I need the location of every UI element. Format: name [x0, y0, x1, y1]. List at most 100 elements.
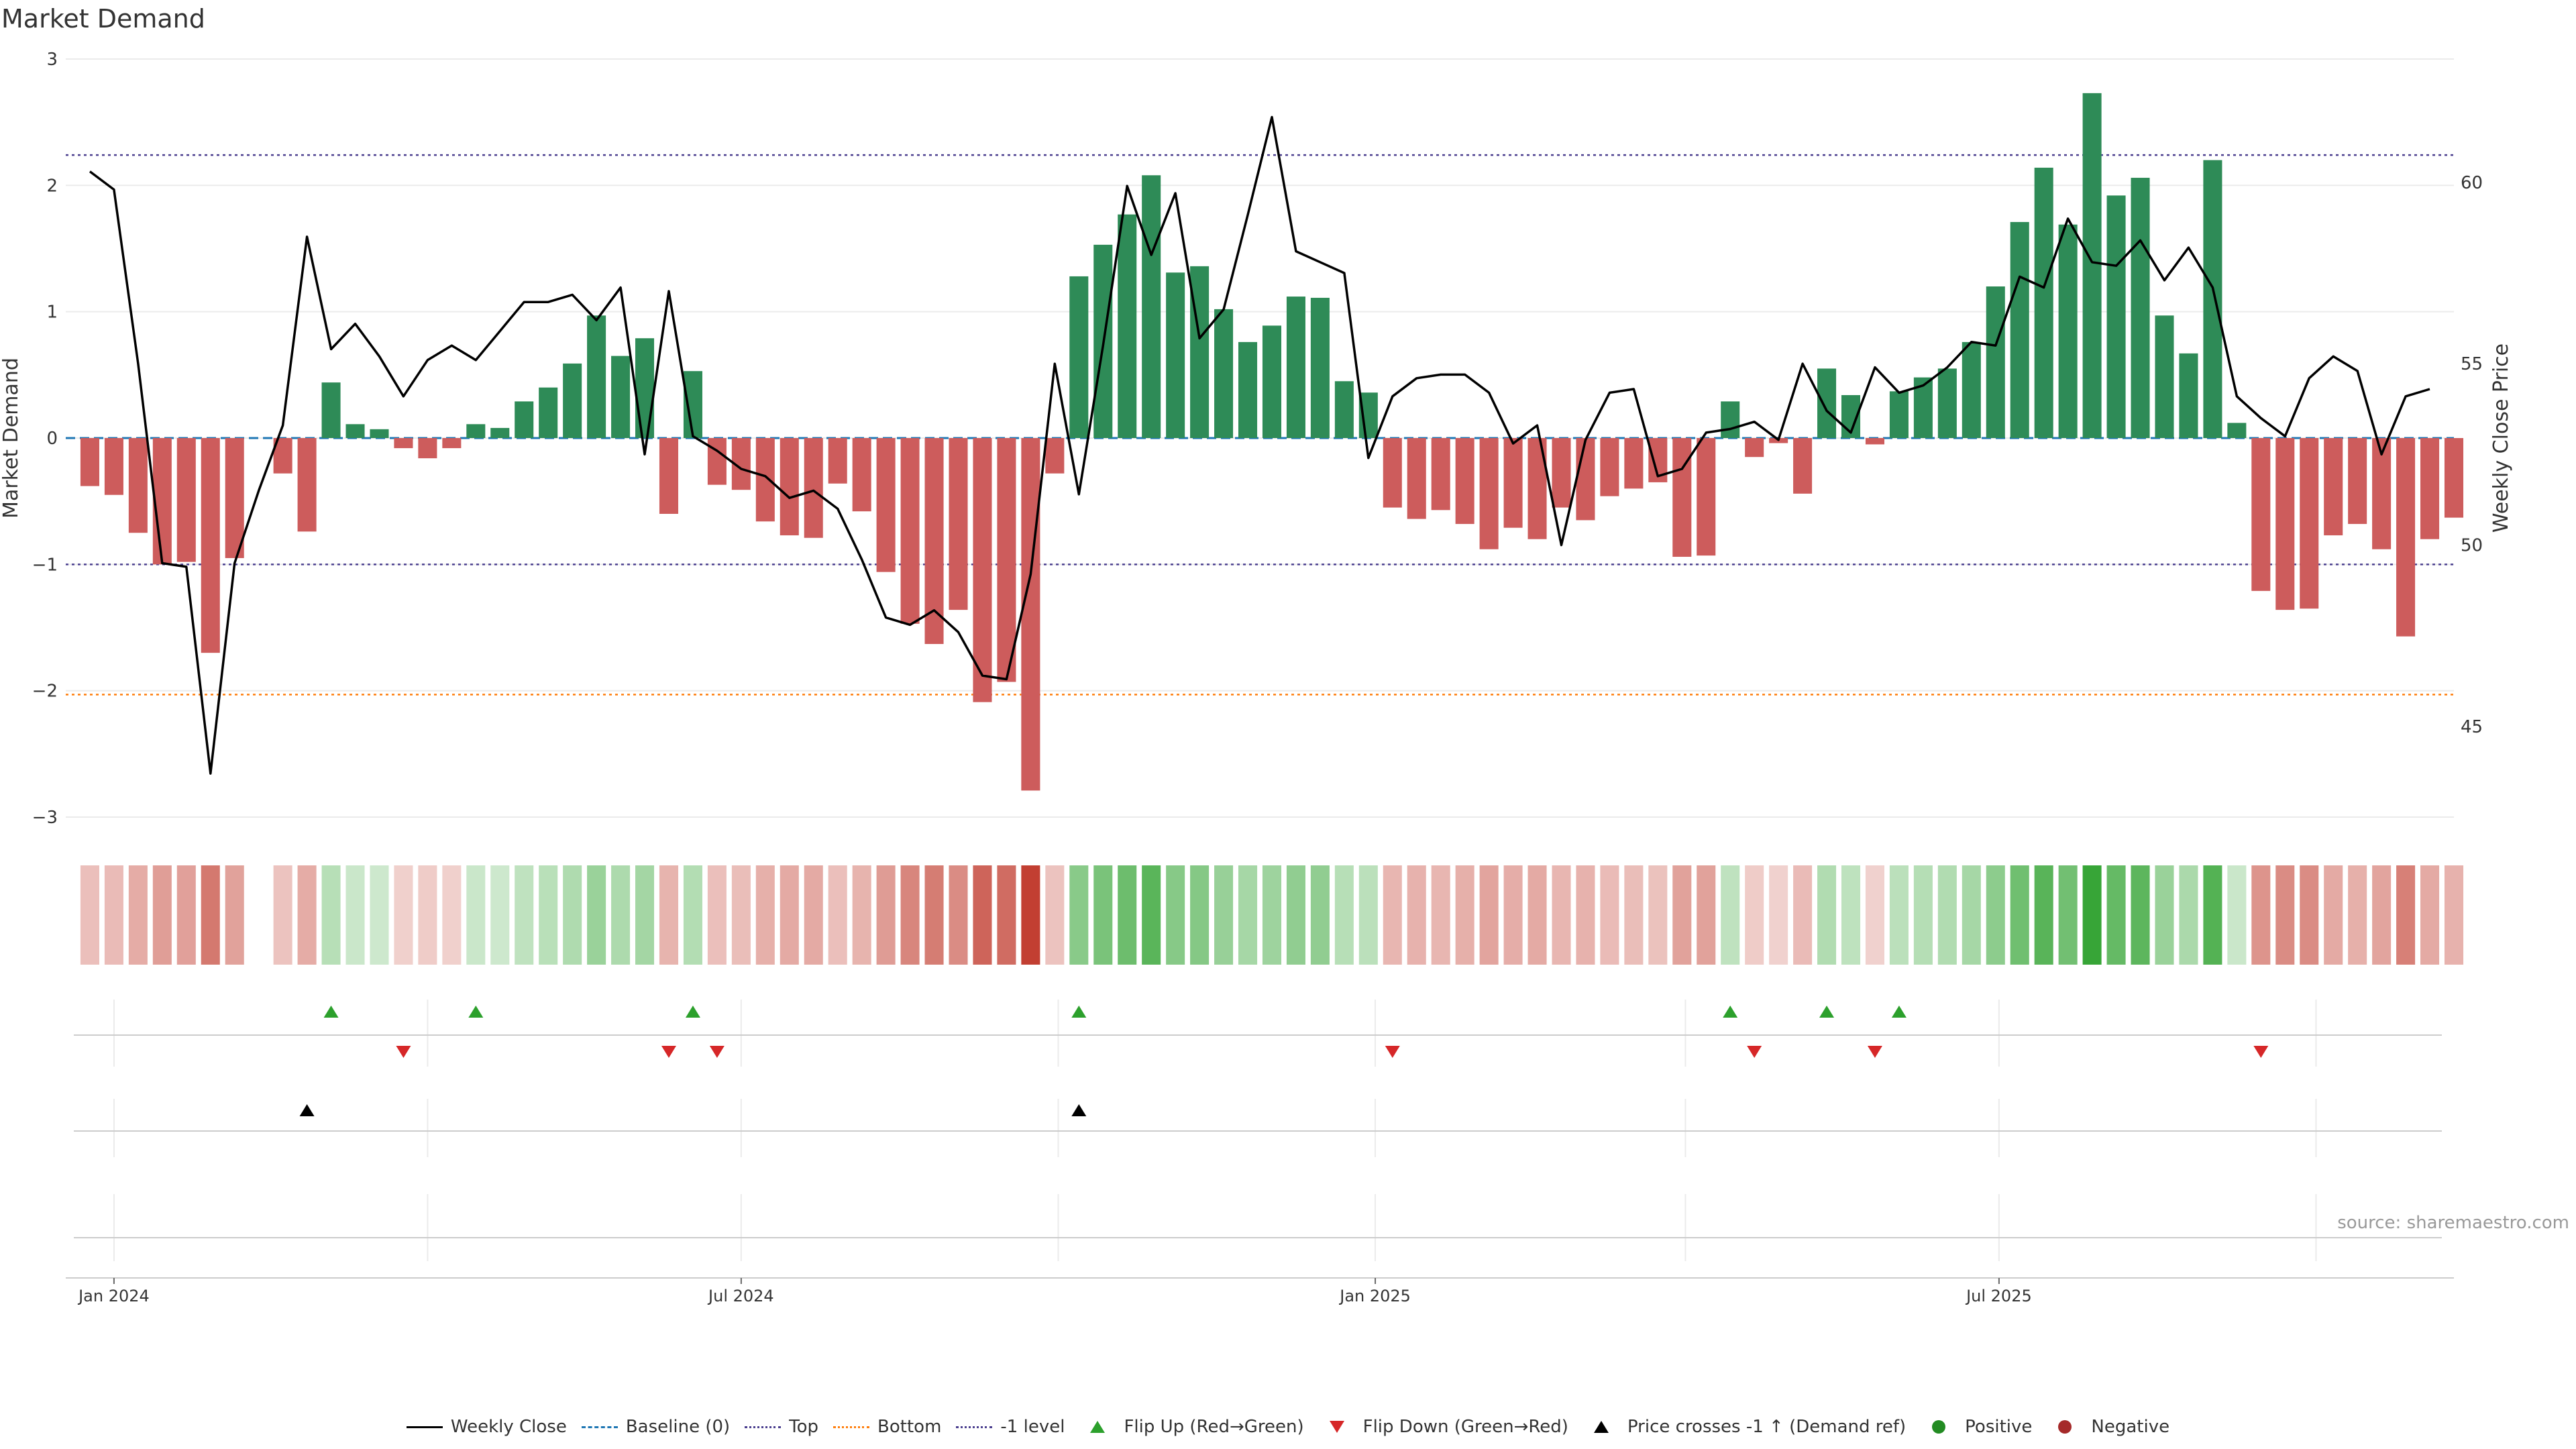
flip-down-marker: [1385, 1046, 1400, 1058]
heatmap-cell: [1190, 865, 1210, 965]
demand-bar-negative: [1624, 438, 1644, 489]
legend-item: Price crosses -1 ↑ (Demand ref): [1583, 1417, 1906, 1437]
heatmap-cell: [1310, 865, 1330, 965]
heatmap-cell: [1672, 865, 1692, 965]
demand-bar-negative: [2420, 438, 2440, 539]
demand-bar-positive: [1817, 368, 1837, 438]
heatmap-cell: [2034, 865, 2053, 965]
heatmap-cell: [539, 865, 558, 965]
heatmap-cell: [394, 865, 413, 965]
demand-bar-positive: [1286, 297, 1305, 438]
heatmap-cell: [876, 865, 896, 965]
demand-bar-positive: [1214, 309, 1234, 438]
heatmap-cell: [2155, 865, 2174, 965]
heatmap-cell: [2106, 865, 2126, 965]
heatmap-cell: [1527, 865, 1547, 965]
legend-label: Negative: [2091, 1417, 2170, 1437]
y2-axis-label: Weekly Close Price: [2489, 343, 2513, 533]
heatmap-cell: [2227, 865, 2247, 965]
flip-down-marker: [709, 1046, 724, 1058]
demand-bar-negative: [1431, 438, 1450, 511]
heatmap-cell: [1624, 865, 1644, 965]
heatmap-cell: [1093, 865, 1113, 965]
flip-up-marker: [1071, 1006, 1087, 1018]
legend-label: Weekly Close: [450, 1417, 567, 1437]
legend-swatch: [581, 1420, 618, 1434]
heatmap-cell: [1142, 865, 1161, 965]
cross-marker: [299, 1104, 315, 1116]
heatmap-cell: [563, 865, 582, 965]
heatmap-cell: [707, 865, 727, 965]
demand-bar-positive: [2131, 178, 2150, 438]
legend-label: Baseline (0): [625, 1417, 731, 1437]
heatmap-cell: [1769, 865, 1788, 965]
x-tick-label: Jan 2024: [77, 1287, 150, 1305]
y2-tick-label: 60: [2461, 173, 2483, 193]
heatmap-cell: [852, 865, 871, 965]
demand-bar-negative: [1697, 438, 1716, 556]
demand-bar-negative: [1407, 438, 1426, 519]
demand-bar-positive: [1310, 297, 1330, 438]
y2-tick-label: 45: [2461, 717, 2483, 737]
heatmap-cell: [273, 865, 292, 965]
demand-bar-negative: [1479, 438, 1499, 549]
y-tick-label: 1: [46, 303, 58, 323]
heatmap-cell: [949, 865, 968, 965]
demand-bar-negative: [2275, 438, 2295, 610]
demand-bar-positive: [1986, 286, 2005, 438]
y2-tick-label: 50: [2461, 535, 2483, 555]
heatmap-cell: [1455, 865, 1474, 965]
demand-bar-positive: [1889, 391, 1909, 438]
cross-markers-panel: [74, 1099, 2442, 1157]
legend-item: Flip Down (Green→Red): [1319, 1417, 1568, 1437]
heatmap-cell: [2444, 865, 2464, 965]
demand-bar-positive: [321, 382, 341, 438]
legend-swatch: [1090, 1421, 1106, 1433]
heatmap-cell: [2396, 865, 2416, 965]
heatmap-cell: [2275, 865, 2295, 965]
heatmap-cell: [1431, 865, 1450, 965]
demand-bar-negative: [973, 438, 992, 702]
y-tick-label: −3: [32, 808, 58, 828]
heatmap-cell: [176, 865, 196, 965]
legend-swatch: [1932, 1420, 1946, 1434]
legend-item: -1 level: [956, 1417, 1065, 1437]
x-tick-label: Jul 2024: [707, 1287, 774, 1305]
demand-bar-negative: [2372, 438, 2392, 549]
demand-bar-positive: [1118, 214, 1137, 438]
demand-bar-negative: [1672, 438, 1692, 557]
demand-bar-positive: [1142, 175, 1161, 438]
demand-bar-negative: [2300, 438, 2319, 609]
heatmap-cell: [80, 865, 99, 965]
heatmap-cell: [1503, 865, 1523, 965]
legend-swatch: [956, 1420, 993, 1434]
heatmap-cell: [2179, 865, 2198, 965]
heatmap-cell: [1817, 865, 1837, 965]
flip-markers-panel: [74, 1000, 2442, 1067]
legend: Weekly Close Baseline (0) Top Bottom -1 leve…: [0, 1417, 2576, 1437]
demand-bar-negative: [2444, 438, 2464, 518]
legend-swatch: [406, 1420, 443, 1434]
reference-levels: [66, 154, 2454, 696]
heatmap-cell: [587, 865, 606, 965]
demand-bar-negative: [852, 438, 871, 512]
heatmap-cell: [1118, 865, 1137, 965]
heatmap-cell: [997, 865, 1016, 965]
demand-bar-negative: [80, 438, 99, 486]
flip-up-marker: [1891, 1006, 1907, 1018]
y-axis-label: Market Demand: [0, 358, 23, 519]
demand-bar-negative: [442, 438, 462, 449]
demand-bar-negative: [1865, 438, 1884, 445]
heatmap-cell: [104, 865, 123, 965]
heatmap-cell: [2324, 865, 2343, 965]
demand-bar-negative: [2324, 438, 2343, 536]
heatmap-cell: [1479, 865, 1499, 965]
demand-bar-negative: [225, 438, 244, 558]
legend-item: Weekly Close: [406, 1417, 567, 1437]
heatmap-cell: [1648, 865, 1668, 965]
demand-bar-negative: [755, 438, 775, 522]
heatmap-cell: [659, 865, 679, 965]
legend-swatch: [1593, 1421, 1609, 1433]
heatmap-cell: [466, 865, 486, 965]
